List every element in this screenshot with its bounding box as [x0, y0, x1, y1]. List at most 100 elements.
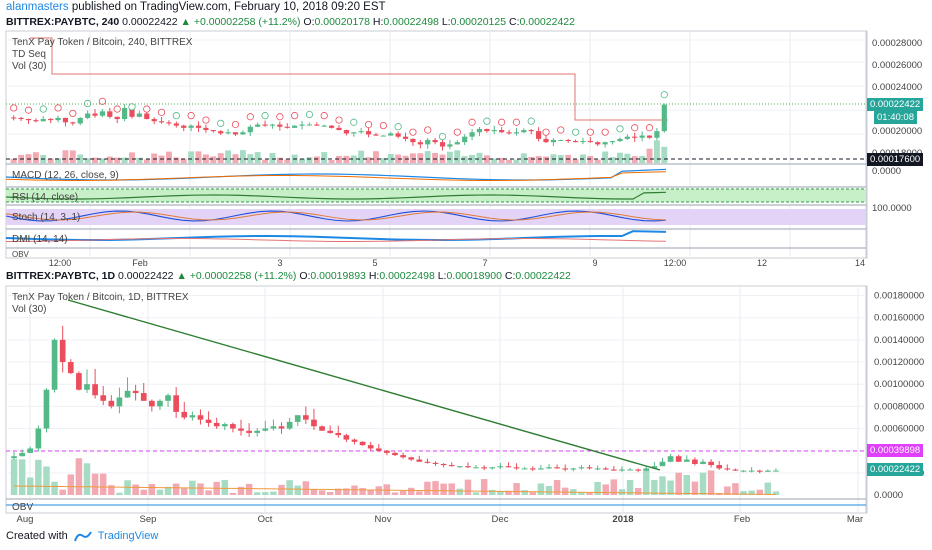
td-seq-marker [69, 109, 77, 118]
top-candle [373, 134, 379, 136]
top-candle [624, 136, 630, 139]
top-candle [114, 116, 120, 120]
td-seq-marker [645, 124, 654, 132]
bottom-candle [165, 395, 171, 401]
bottom-x-tick: 2018 [612, 514, 633, 525]
bottom-y-tick: 0.00060000 [874, 424, 924, 435]
td-seq-marker [305, 110, 314, 119]
bottom-candle [424, 461, 431, 463]
top-volume-bar [639, 155, 646, 163]
tradingview-logo-icon [73, 531, 92, 542]
bottom-volume-bar [626, 480, 634, 495]
top-candle [232, 132, 239, 135]
td-seq-marker [571, 128, 580, 136]
resistance-tag: 0.00039898 [867, 444, 924, 457]
top-candle [136, 113, 142, 117]
top-candle [262, 124, 268, 126]
top-candle [395, 133, 401, 137]
bottom-candle [473, 467, 479, 469]
td-seq-marker [113, 105, 121, 113]
top-candle [18, 117, 24, 120]
top-x-tick: 12:00 [49, 258, 72, 268]
bottom-candle [213, 422, 220, 427]
bottom-candle [619, 469, 625, 471]
bottom-volume-bar [35, 459, 42, 495]
td-seq-marker [379, 121, 387, 130]
top-candle [447, 144, 453, 147]
footer-brand-link[interactable]: TradingView [97, 530, 159, 542]
bottom-volume-bar [270, 491, 277, 495]
top-volume-bar [602, 151, 609, 163]
top-volume-bar [380, 158, 387, 163]
top-volume-bar [151, 153, 158, 163]
td-seq-marker [453, 128, 461, 136]
top-volume-bar [77, 154, 84, 163]
bottom-volume-bar [643, 469, 650, 495]
top-high: 0.00022498 [383, 16, 439, 28]
top-candle [646, 135, 653, 138]
td-seq-marker [483, 117, 491, 125]
bottom-volume-bar [764, 482, 772, 495]
bottom-volume-bar [594, 482, 601, 495]
bottom-volume-bar [99, 473, 107, 495]
top-x-tick: 14 [855, 258, 865, 268]
top-x-tick: 3 [277, 258, 282, 268]
bottom-candle [124, 390, 131, 398]
top-x-tick: Feb [132, 258, 148, 268]
td-seq-marker [187, 112, 195, 120]
bottom-candle [594, 468, 601, 470]
top-candle [558, 139, 564, 141]
top-obv-label: OBV [12, 250, 29, 259]
top-low: 0.00020125 [450, 16, 507, 28]
top-candle [425, 139, 431, 145]
top-open: 0.00020178 [314, 16, 370, 28]
top-candle [484, 128, 490, 132]
bottom-candle [740, 470, 747, 472]
td-seq-marker [557, 126, 565, 134]
top-volume-bar [188, 151, 195, 163]
td-seq-marker [586, 128, 594, 136]
bottom-candle [708, 461, 714, 466]
top-candle [365, 131, 372, 135]
bottom-candle [254, 430, 261, 433]
bottom-volume-bar [67, 474, 75, 495]
top-volume-bar [594, 159, 601, 163]
bottom-candle [319, 426, 325, 431]
top-candle [40, 119, 46, 122]
bottom-volume-bar [51, 481, 58, 495]
bottom-candle [262, 428, 269, 431]
bottom-candle [765, 470, 771, 472]
bottom-candle [643, 468, 650, 471]
top-volume-bar [528, 156, 535, 163]
top-candle [491, 130, 497, 132]
top-volume-bar [62, 150, 69, 163]
td-seq-marker [10, 104, 18, 112]
top-candle [210, 130, 216, 132]
top-candle [521, 130, 527, 133]
top-volume-bar [483, 155, 490, 163]
bottom-candle [659, 461, 666, 467]
bottom-candle [562, 468, 569, 470]
top-candle [439, 142, 446, 147]
bottom-volume-bar [310, 489, 318, 495]
bottom-candle [100, 395, 107, 401]
td-seq-marker [261, 112, 269, 120]
top-volume-bar [321, 152, 328, 163]
top-candle [284, 126, 290, 128]
top-candle [48, 119, 54, 121]
bottom-volume-bar [505, 490, 512, 495]
bottom-candle [586, 467, 593, 469]
top-volume-bar [165, 151, 172, 163]
bottom-volume-bar [545, 485, 553, 495]
td-seq-marker [616, 125, 624, 133]
bottom-volume-bar [132, 484, 139, 495]
top-candle [188, 125, 194, 128]
stoch-d-line [5, 211, 667, 221]
td-seq-marker [424, 126, 432, 134]
top-candle [417, 142, 423, 145]
bottom-candle [546, 467, 552, 469]
author-link[interactable]: alanmasters [6, 1, 69, 13]
bottom-volume-bar [699, 472, 707, 495]
bottom-x-tick: Mar [847, 514, 863, 525]
